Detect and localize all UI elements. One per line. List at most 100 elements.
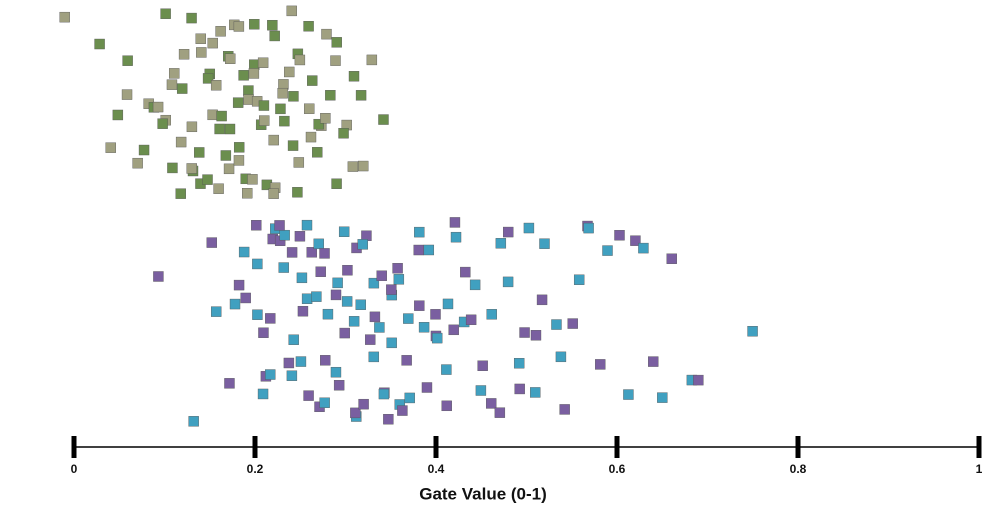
thumbnail [202,73,214,84]
thumbnail [614,230,625,241]
thumbnail [215,26,226,37]
thumbnail [242,188,253,199]
x-tick-mark [795,436,801,458]
thumbnail [252,309,263,320]
thumbnail [460,266,471,278]
thumbnail [331,37,342,48]
thumbnail [514,383,525,395]
thumbnail [539,238,550,249]
thumbnail [348,71,360,82]
thumbnail [257,57,269,68]
thumbnail [648,356,659,367]
thumbnail [186,121,198,133]
thumbnail [153,271,164,282]
thumbnail [559,404,570,415]
thumbnail [175,136,187,148]
thumbnail [378,114,389,125]
thumbnail [330,289,342,301]
thumbnail [293,157,305,168]
thumbnail [294,231,306,242]
thumbnail [248,68,260,79]
thumbnail [196,47,207,58]
x-tick-label: 0 [71,462,78,476]
thumbnail [530,387,541,398]
thumbnail [355,299,366,310]
thumbnail [214,123,225,135]
thumbnail [267,19,278,31]
thumbnail [249,59,260,70]
thumbnail [188,416,199,427]
thumbnail [268,134,279,146]
thumbnail [595,359,606,370]
thumbnail [210,80,222,91]
thumbnail [355,90,367,101]
thumbnail [513,358,525,369]
thumbnail [303,21,314,32]
thumbnail [413,244,424,256]
x-tick-mark [252,436,258,458]
thumbnail [465,314,477,326]
thumbnail [401,355,412,366]
thumbnail [365,334,376,345]
thumbnail [194,147,205,158]
thumbnail [430,309,441,320]
thumbnail [313,118,324,130]
thumbnail [306,247,317,258]
thumbnail [315,266,326,277]
thumbnail [486,309,497,320]
thumbnail [366,54,378,66]
thumbnail [157,118,168,129]
thumbnail [666,253,677,264]
thumbnail [475,385,487,396]
thumbnail [279,229,290,241]
thumbnail [313,238,324,250]
thumbnail [305,131,317,143]
thumbnail [303,390,314,401]
thumbnail [175,188,186,199]
thumbnail [240,292,251,304]
thumbnail [121,89,133,100]
thumbnail [59,11,70,23]
thumbnail [288,334,299,345]
thumbnail [292,187,303,198]
thumbnail [357,239,368,250]
thumbnail [747,326,758,337]
thumbnail [274,220,285,231]
thumbnail [332,277,343,289]
thumbnail [178,49,190,60]
thumbnail [286,247,298,258]
thumbnail [275,103,286,115]
thumbnail [693,374,704,386]
thumbnail [477,360,488,371]
thumbnail [286,5,297,17]
thumbnail [495,238,507,249]
thumbnail [233,142,245,153]
thumbnail [331,178,342,189]
thumbnail [287,140,299,151]
thumbnail [376,270,387,281]
thumbnail [224,123,236,135]
thumbnail [530,330,542,341]
thumbnail [383,414,394,425]
thumbnail [485,398,497,409]
thumbnail [186,12,197,24]
thumbnail [258,327,269,338]
thumbnail [320,355,331,366]
thumbnail [583,222,594,234]
thumbnail [386,337,397,349]
thumbnail [630,235,641,246]
thumbnail [206,237,218,248]
x-tick-mark [976,436,982,458]
thumbnail [536,294,548,306]
thumbnail [207,37,218,49]
thumbnail [319,248,330,259]
thumbnail [252,258,263,270]
thumbnail [268,188,279,199]
thumbnail [369,311,381,323]
thumbnail [296,272,308,284]
thumbnail [418,322,430,333]
thumbnail [284,66,295,78]
thumbnail [423,244,435,256]
thumbnail [166,79,178,90]
thumbnail [325,90,336,101]
